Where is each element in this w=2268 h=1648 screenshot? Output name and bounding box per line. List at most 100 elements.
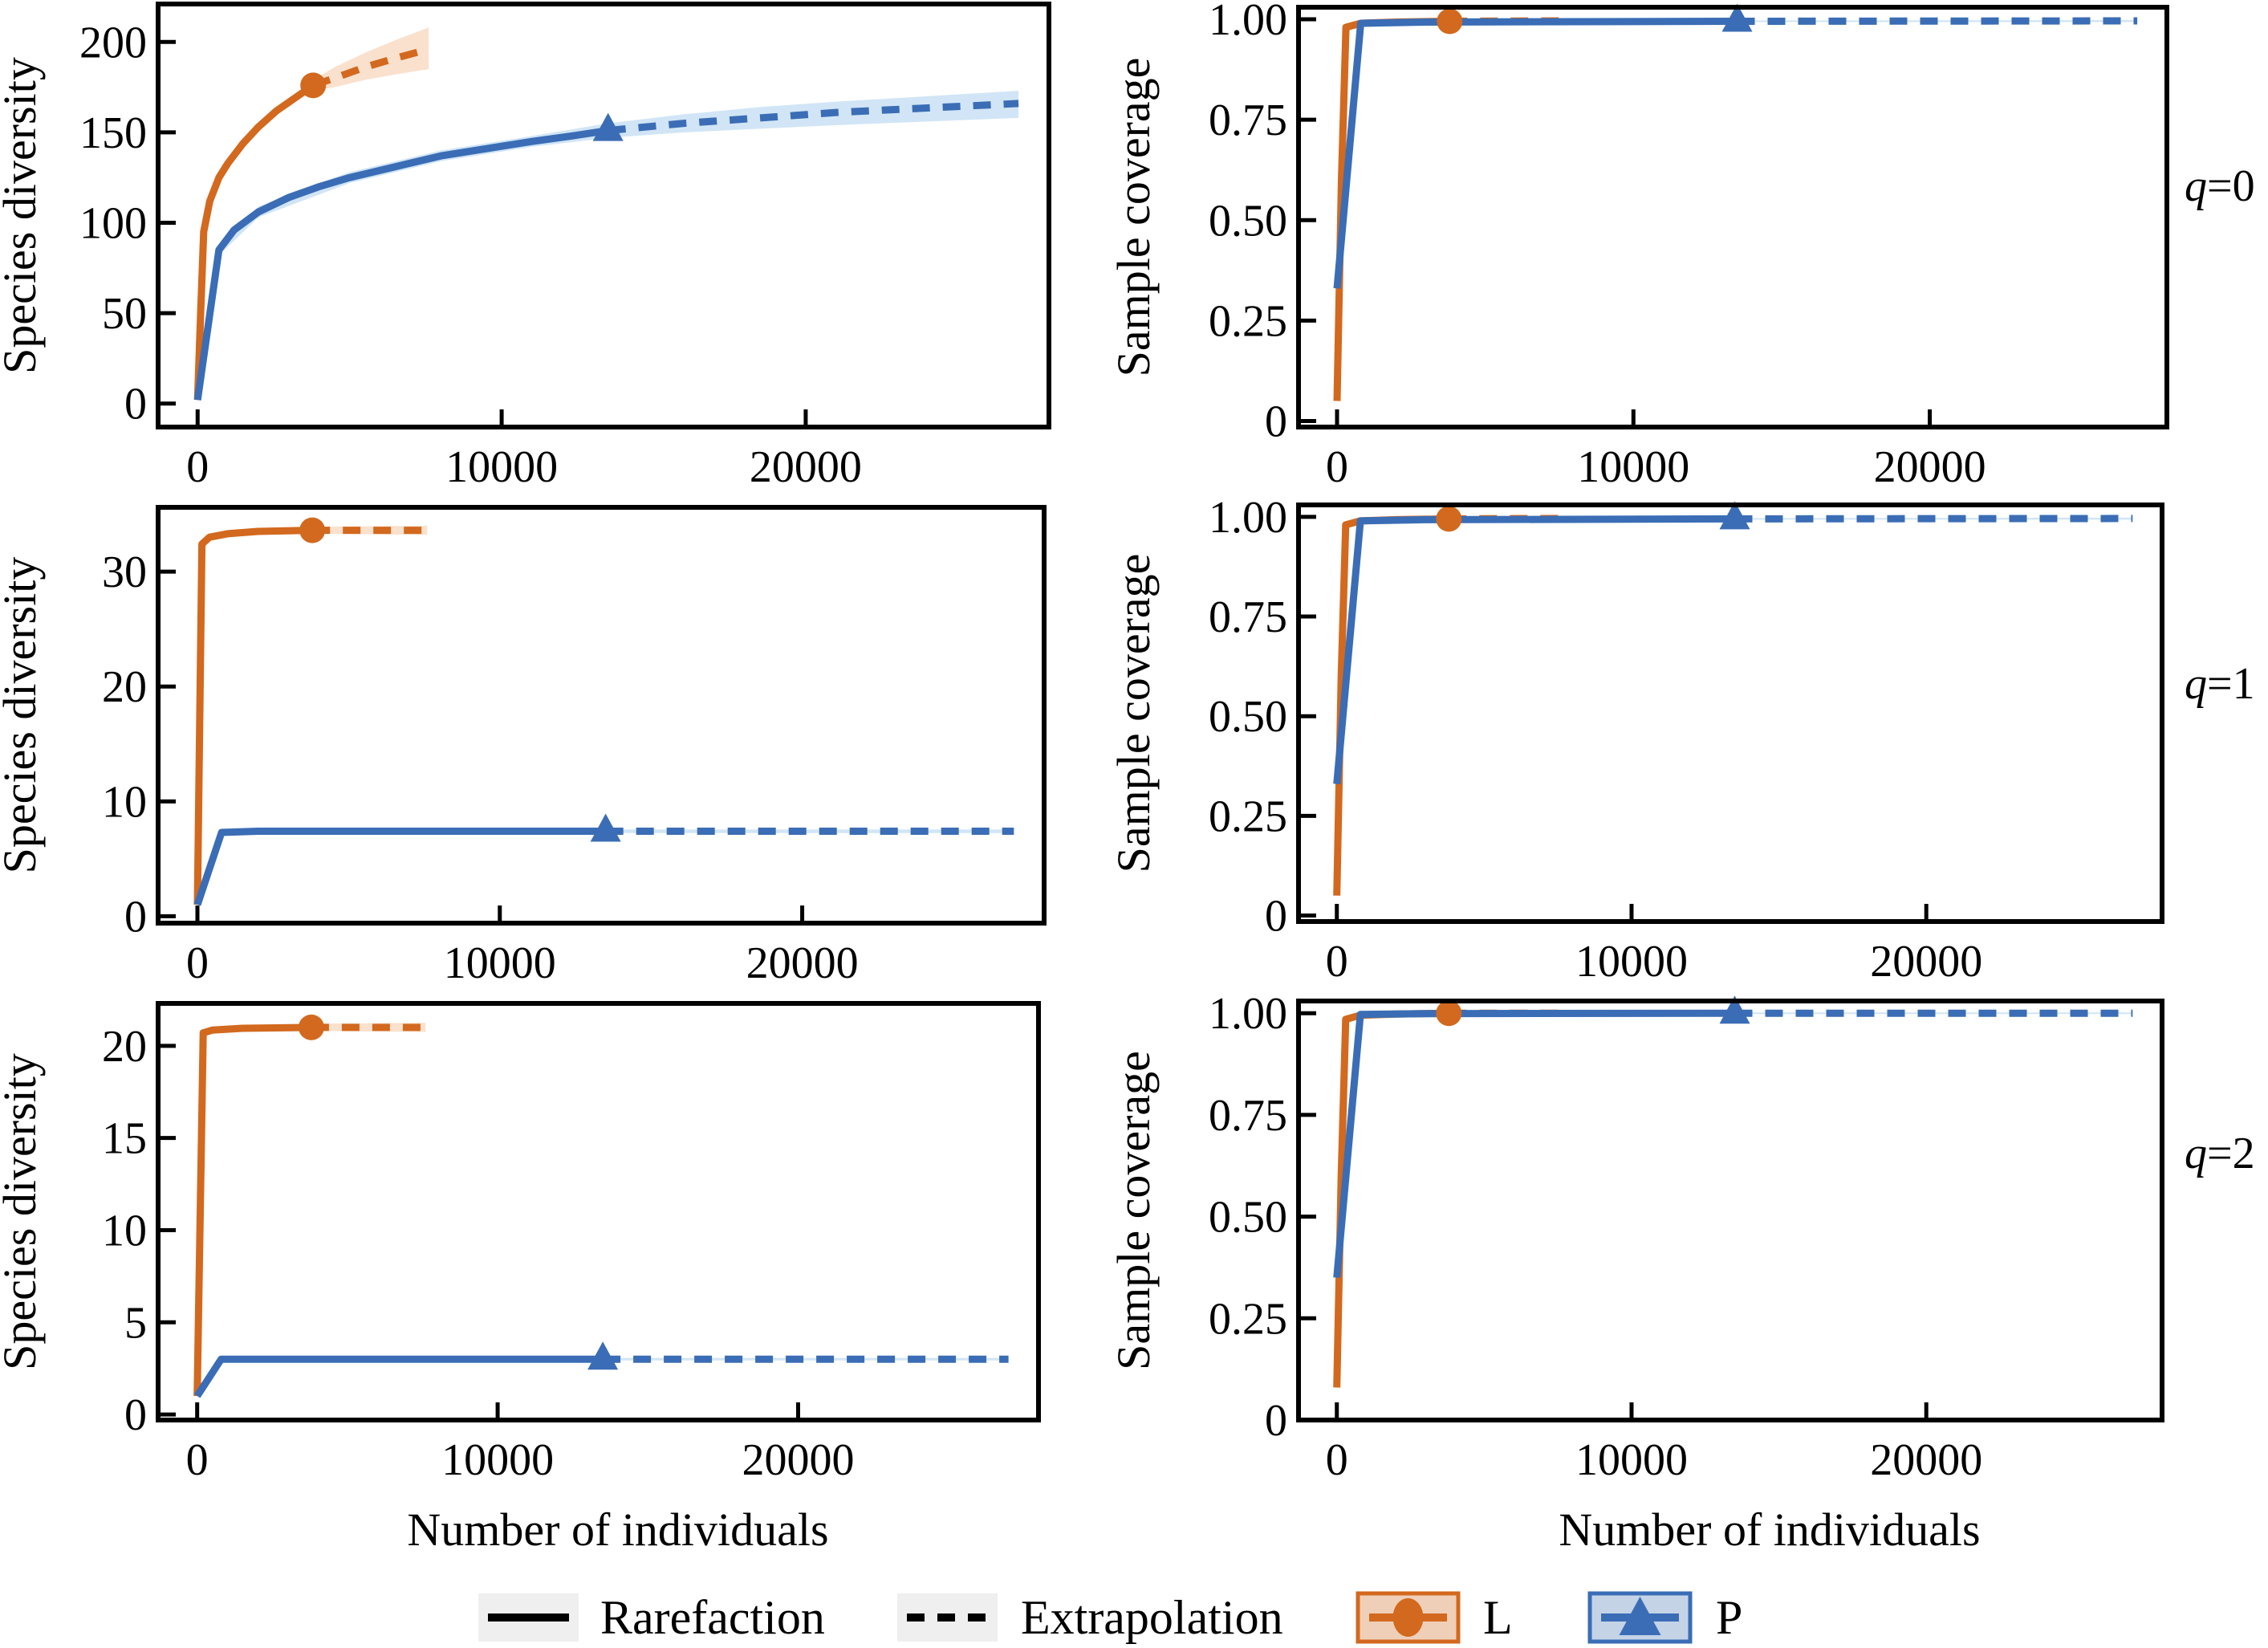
observed-marker-L bbox=[300, 72, 327, 99]
legend: Rarefaction Extrapolation L P bbox=[478, 1591, 1742, 1644]
y-tick-label: 0.25 bbox=[1209, 1294, 1287, 1344]
order-label: q=0 bbox=[2185, 161, 2255, 211]
x-tick-label: 0 bbox=[1326, 442, 1348, 492]
circle-marker-icon bbox=[1392, 1598, 1424, 1637]
y-tick-label: 15 bbox=[102, 1114, 147, 1164]
axes-frame bbox=[1296, 5, 2169, 429]
y-tick-label: 150 bbox=[79, 108, 147, 158]
confidence-band-L bbox=[313, 27, 429, 92]
x-tick-label: 10000 bbox=[1577, 442, 1689, 492]
x-tick-label: 10000 bbox=[1575, 937, 1688, 987]
plot-area bbox=[1333, 17, 2138, 401]
x-tick-label: 0 bbox=[186, 1435, 209, 1485]
x-tick-label: 0 bbox=[1326, 1435, 1348, 1485]
y-tick-label: 0.50 bbox=[1209, 692, 1287, 742]
x-tick-label: 20000 bbox=[1870, 1435, 1982, 1485]
y-axis-title: Species diversity bbox=[0, 557, 46, 874]
y-tick-label: 0 bbox=[1265, 1396, 1287, 1446]
x-tick-label: 0 bbox=[186, 442, 209, 492]
extrapolation-line-P bbox=[608, 100, 1019, 135]
y-tick-label: 1.00 bbox=[1209, 0, 1287, 45]
y-axis-title: Sample coverage bbox=[1108, 58, 1160, 377]
y-axis-title: Sample coverage bbox=[1108, 1051, 1160, 1370]
legend-item-rarefaction: Rarefaction bbox=[478, 1591, 825, 1644]
y-tick-label: 10 bbox=[102, 1206, 147, 1255]
confidence-band-L bbox=[311, 1023, 426, 1032]
confidence-band-L bbox=[312, 525, 428, 535]
y-tick-label: 1.00 bbox=[1209, 989, 1287, 1039]
y-tick-label: 0 bbox=[124, 892, 147, 942]
panel-diversity-q2: 0 5 10 15 20 0 10000 20000 Species diversity bbox=[0, 1001, 1041, 1485]
observed-marker-L bbox=[1436, 506, 1462, 532]
x-tick-label: 10000 bbox=[1575, 1435, 1688, 1485]
observed-marker-L bbox=[1436, 1000, 1462, 1027]
y-tick-label: 30 bbox=[102, 547, 147, 597]
observed-marker-P bbox=[590, 813, 621, 842]
observed-marker-L bbox=[1437, 8, 1463, 35]
rarefaction-line-P bbox=[193, 828, 606, 906]
panel-diversity-q0: 0 50 100 150 200 0 10000 20000 Species diversity bbox=[0, 2, 1051, 492]
y-tick-label: 0 bbox=[1265, 892, 1287, 942]
axes-frame bbox=[1296, 999, 2164, 1422]
x-tick-label: 10000 bbox=[445, 442, 558, 492]
plot-area bbox=[1333, 1009, 2133, 1388]
observed-marker-L bbox=[298, 1014, 324, 1040]
observed-marker-P bbox=[1719, 995, 1750, 1024]
y-tick-label: 0.25 bbox=[1209, 791, 1287, 841]
x-tick-label: 20000 bbox=[746, 938, 859, 988]
rarefaction-line-P bbox=[193, 1355, 604, 1398]
observed-marker-P bbox=[1721, 3, 1753, 32]
y-tick-label: 1.00 bbox=[1209, 493, 1287, 543]
observed-marker-P bbox=[592, 112, 624, 141]
axes-frame bbox=[156, 2, 1051, 429]
x-axis-title-right: Number of individuals bbox=[1559, 1504, 1980, 1556]
observed-marker-P bbox=[1719, 501, 1750, 530]
x-tick-label: 10000 bbox=[444, 938, 556, 988]
y-tick-label: 0.25 bbox=[1209, 296, 1287, 346]
triangle-marker-icon bbox=[1619, 1597, 1661, 1635]
observed-marker-L bbox=[299, 517, 326, 543]
legend-item-extrapolation: Extrapolation bbox=[897, 1591, 1283, 1644]
x-axis-title-left: Number of individuals bbox=[407, 1504, 828, 1556]
plot-area bbox=[193, 525, 1014, 906]
y-tick-label: 0 bbox=[1265, 397, 1287, 446]
axes-frame bbox=[156, 1001, 1041, 1422]
extrapolation-line-P bbox=[1737, 17, 2138, 25]
x-tick-label: 20000 bbox=[742, 1435, 854, 1485]
y-tick-label: 0 bbox=[124, 380, 147, 429]
y-tick-label: 0.75 bbox=[1209, 592, 1287, 642]
axes-frame bbox=[156, 505, 1047, 926]
plot-area bbox=[193, 1023, 1009, 1398]
order-label: q=2 bbox=[2185, 1129, 2255, 1178]
x-tick-label: 0 bbox=[1326, 937, 1348, 987]
rarefaction-line-P bbox=[1333, 18, 1738, 289]
y-tick-label: 0.50 bbox=[1209, 196, 1287, 246]
rarefaction-line-P bbox=[193, 127, 609, 401]
y-tick-label: 0 bbox=[124, 1390, 147, 1440]
legend-label: Rarefaction bbox=[600, 1591, 825, 1644]
panel-diversity-q1: 0 10 20 30 0 10000 20000 Species diversity bbox=[0, 505, 1047, 988]
rarefaction-line-L bbox=[193, 527, 313, 905]
panel-coverage-q2: 0 0.25 0.50 0.75 1.00 0 10000 20000 Sample cover… bbox=[1108, 989, 2255, 1485]
y-tick-label: 100 bbox=[79, 199, 147, 249]
legend-label: L bbox=[1483, 1591, 1513, 1644]
x-tick-label: 10000 bbox=[441, 1435, 554, 1485]
plot-area bbox=[1333, 515, 2133, 896]
panel-coverage-q0: 0 0.25 0.50 0.75 1.00 0 10000 20000 Sample cover… bbox=[1108, 0, 2255, 492]
y-tick-label: 0.75 bbox=[1209, 96, 1287, 145]
y-tick-label: 20 bbox=[102, 1022, 147, 1072]
plot-area bbox=[193, 27, 1019, 404]
x-tick-label: 20000 bbox=[750, 442, 862, 492]
rarefaction-line-P bbox=[1333, 515, 1735, 785]
y-tick-label: 5 bbox=[124, 1298, 147, 1348]
y-tick-label: 200 bbox=[79, 18, 147, 67]
axes-frame bbox=[1296, 503, 2164, 924]
x-tick-label: 20000 bbox=[1874, 442, 1986, 492]
y-tick-label: 50 bbox=[102, 289, 147, 339]
y-tick-label: 0.75 bbox=[1209, 1091, 1287, 1141]
y-axis-title: Species diversity bbox=[0, 57, 46, 374]
y-tick-label: 10 bbox=[102, 777, 147, 827]
y-axis-title: Species diversity bbox=[0, 1053, 46, 1370]
legend-item-P: P bbox=[1587, 1591, 1742, 1644]
